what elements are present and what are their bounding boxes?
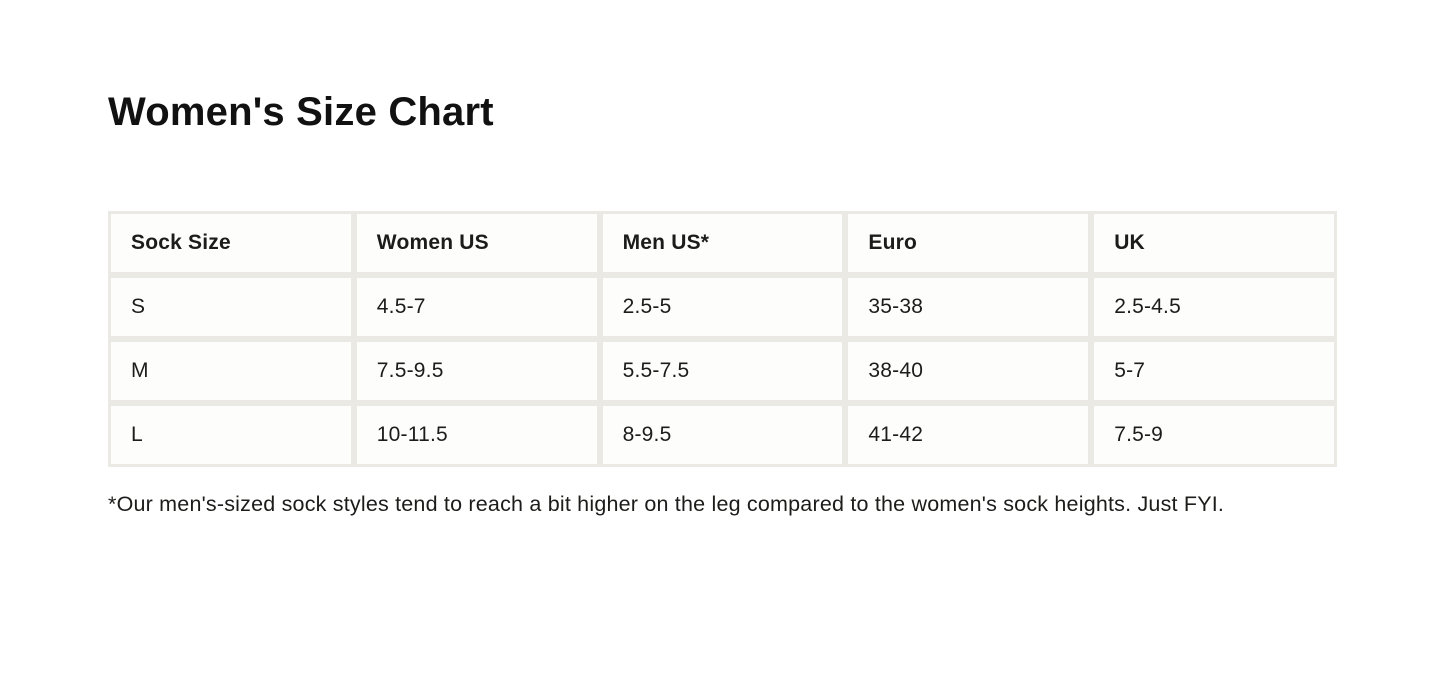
cell-uk: 7.5-9 (1091, 403, 1337, 467)
column-header-women-us: Women US (353, 211, 600, 275)
header-row: Sock Size Women US Men US* Euro UK (108, 211, 1337, 275)
cell-size: S (108, 275, 354, 339)
page-title: Women's Size Chart (108, 90, 494, 134)
cell-size: M (108, 339, 354, 403)
column-header-men-us: Men US* (599, 211, 846, 275)
cell-uk: 5-7 (1091, 339, 1337, 403)
cell-uk: 2.5-4.5 (1091, 275, 1337, 339)
cell-men-us: 5.5-7.5 (599, 339, 846, 403)
column-header-uk: UK (1091, 211, 1337, 275)
table-row-small: S 4.5-7 2.5-5 35-38 2.5-4.5 (108, 275, 1337, 339)
table-row-large: L 10-11.5 8-9.5 41-42 7.5-9 (108, 403, 1337, 467)
table-row-medium: M 7.5-9.5 5.5-7.5 38-40 5-7 (108, 339, 1337, 403)
cell-euro: 38-40 (845, 339, 1092, 403)
cell-women-us: 4.5-7 (353, 275, 600, 339)
column-header-euro: Euro (845, 211, 1092, 275)
cell-women-us: 7.5-9.5 (353, 339, 600, 403)
size-chart-table: Sock Size Women US Men US* Euro UK S 4.5… (108, 211, 1337, 467)
cell-men-us: 8-9.5 (599, 403, 846, 467)
footnote: *Our men's-sized sock styles tend to rea… (108, 492, 1225, 516)
cell-size: L (108, 403, 354, 467)
column-header-sock-size: Sock Size (108, 211, 354, 275)
cell-women-us: 10-11.5 (353, 403, 600, 467)
cell-euro: 35-38 (845, 275, 1092, 339)
size-chart-section: Women's Size Chart Sock Size Women US Me… (0, 88, 1445, 518)
cell-men-us: 2.5-5 (599, 275, 846, 339)
cell-euro: 41-42 (845, 403, 1092, 467)
